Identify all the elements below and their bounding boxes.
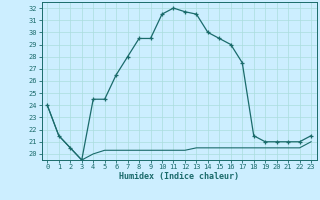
X-axis label: Humidex (Indice chaleur): Humidex (Indice chaleur) — [119, 172, 239, 181]
